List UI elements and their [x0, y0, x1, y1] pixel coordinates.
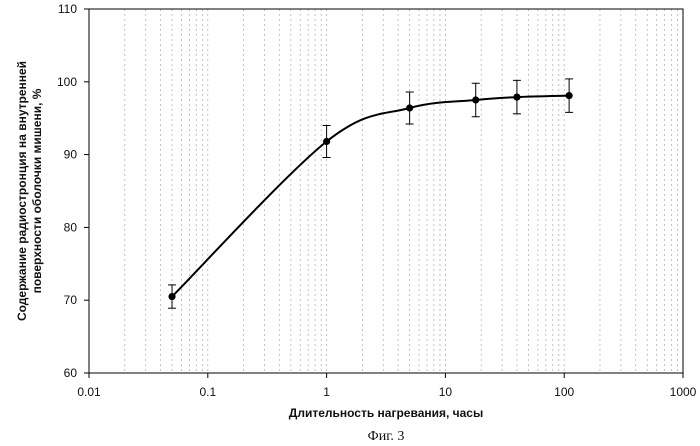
- x-tick-label: 0.01: [77, 385, 101, 399]
- series-line: [168, 79, 573, 308]
- data-point: [566, 92, 573, 99]
- data-point: [513, 93, 520, 100]
- y-axis-ticks: 60 70 80 90 100 110: [57, 2, 89, 380]
- figure-caption: Фиг. 3: [368, 429, 405, 444]
- x-tick-label: 10: [439, 385, 453, 399]
- x-tick-label: 100: [554, 385, 574, 399]
- x-axis-ticks: 0.01 0.1 1 10 100 1000: [77, 373, 696, 399]
- x-tick-label: 0.1: [199, 385, 216, 399]
- data-point: [472, 96, 479, 103]
- y-tick-label: 60: [64, 366, 78, 380]
- data-point: [406, 104, 413, 111]
- y-tick-label: 70: [64, 293, 78, 307]
- data-point: [323, 138, 330, 145]
- x-tick-label: 1: [323, 385, 330, 399]
- y-axis-title-line-2: поверхности оболочки мишени, %: [30, 88, 44, 293]
- y-axis-title-line-1: Содержание радиостронция на внутренней: [15, 61, 29, 321]
- y-tick-label: 90: [64, 148, 78, 162]
- y-tick-label: 80: [64, 220, 78, 234]
- data-point: [168, 293, 175, 300]
- plot-frame: [89, 9, 683, 373]
- y-tick-label: 110: [58, 2, 77, 16]
- x-tick-label: 1000: [670, 385, 697, 399]
- y-tick-label: 100: [57, 75, 77, 89]
- series-curve: [172, 96, 569, 297]
- grid: [125, 9, 678, 373]
- x-axis-title: Длительность нагревания, часы: [289, 406, 483, 420]
